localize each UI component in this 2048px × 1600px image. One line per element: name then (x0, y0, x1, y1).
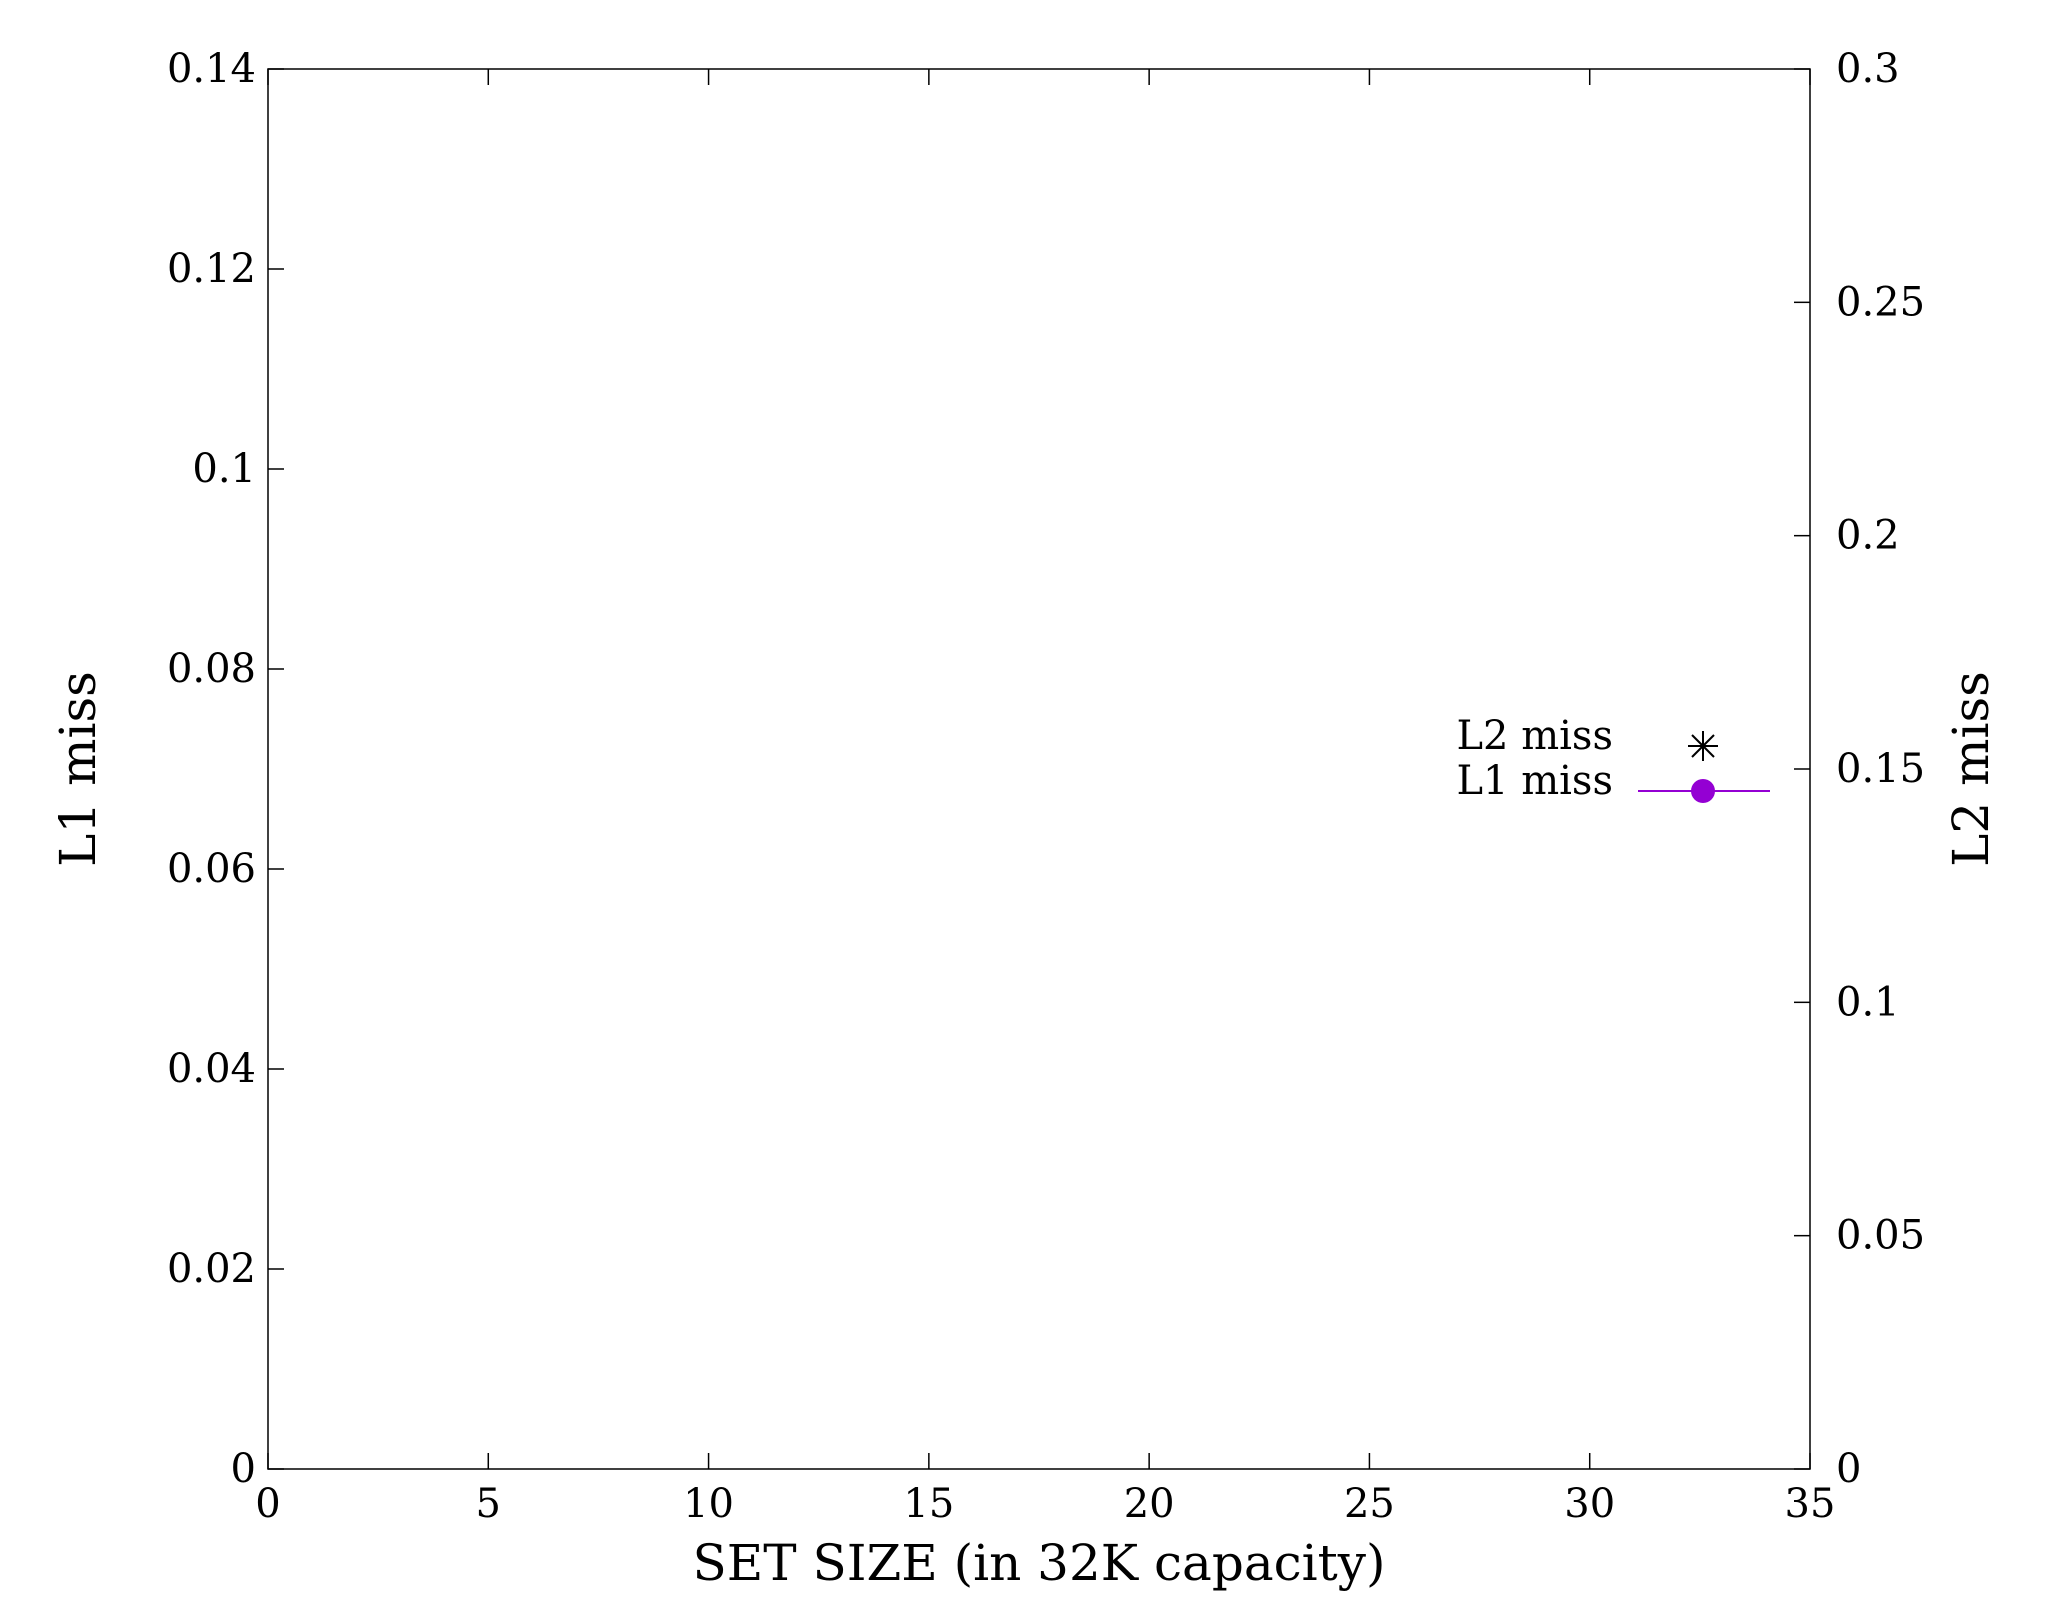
x-axis-title: SET SIZE (in 32K capacity) (692, 1534, 1385, 1592)
x-tick-label: 30 (1564, 1481, 1615, 1527)
x-tick-label: 35 (1785, 1481, 1836, 1527)
legend-circle-marker (1691, 779, 1715, 803)
legend: L2 miss L1 miss (1456, 713, 1770, 804)
legend-entry-l1: L1 miss (1456, 758, 1770, 804)
y-axis-ticks: 0 0.02 0.04 0.06 0.08 0.1 0.12 0.14 (167, 46, 284, 1492)
legend-entry-l2: L2 miss (1456, 713, 1718, 761)
y-tick-label: 0.08 (167, 646, 256, 692)
y2-tick-label: 0.2 (1836, 513, 1900, 559)
x-tick-label: 5 (476, 1481, 501, 1527)
y2-tick-label: 0.15 (1836, 746, 1925, 792)
y-tick-label: 0 (231, 1446, 256, 1492)
y-tick-label: 0.14 (167, 46, 256, 92)
x-tick-label: 25 (1344, 1481, 1395, 1527)
y-tick-label: 0.02 (167, 1246, 256, 1292)
y-tick-label: 0.06 (167, 846, 256, 892)
y2-tick-label: 0.3 (1836, 46, 1900, 92)
y2-axis-title: L2 miss (1942, 671, 2000, 867)
x-axis-ticks: 0 5 10 15 20 25 30 35 (255, 69, 1835, 1527)
y-tick-label: 0.1 (192, 446, 256, 492)
y-tick-label: 0.04 (167, 1046, 256, 1092)
x-tick-label: 20 (1124, 1481, 1175, 1527)
x-tick-label: 10 (683, 1481, 734, 1527)
y2-tick-label: 0.1 (1836, 979, 1900, 1025)
legend-label-l2: L2 miss (1456, 713, 1613, 759)
y2-axis-ticks: 0 0.05 0.1 0.15 0.2 0.25 0.3 (1794, 46, 1925, 1492)
y2-tick-label: 0.25 (1836, 279, 1925, 325)
y2-tick-label: 0.05 (1836, 1213, 1925, 1259)
y2-tick-label: 0 (1836, 1446, 1861, 1492)
y-tick-label: 0.12 (167, 246, 256, 292)
y-axis-title: L1 miss (49, 671, 107, 867)
legend-asterisk-marker (1688, 731, 1718, 761)
x-tick-label: 0 (255, 1481, 280, 1527)
x-tick-label: 15 (903, 1481, 954, 1527)
legend-label-l1: L1 miss (1456, 758, 1613, 804)
